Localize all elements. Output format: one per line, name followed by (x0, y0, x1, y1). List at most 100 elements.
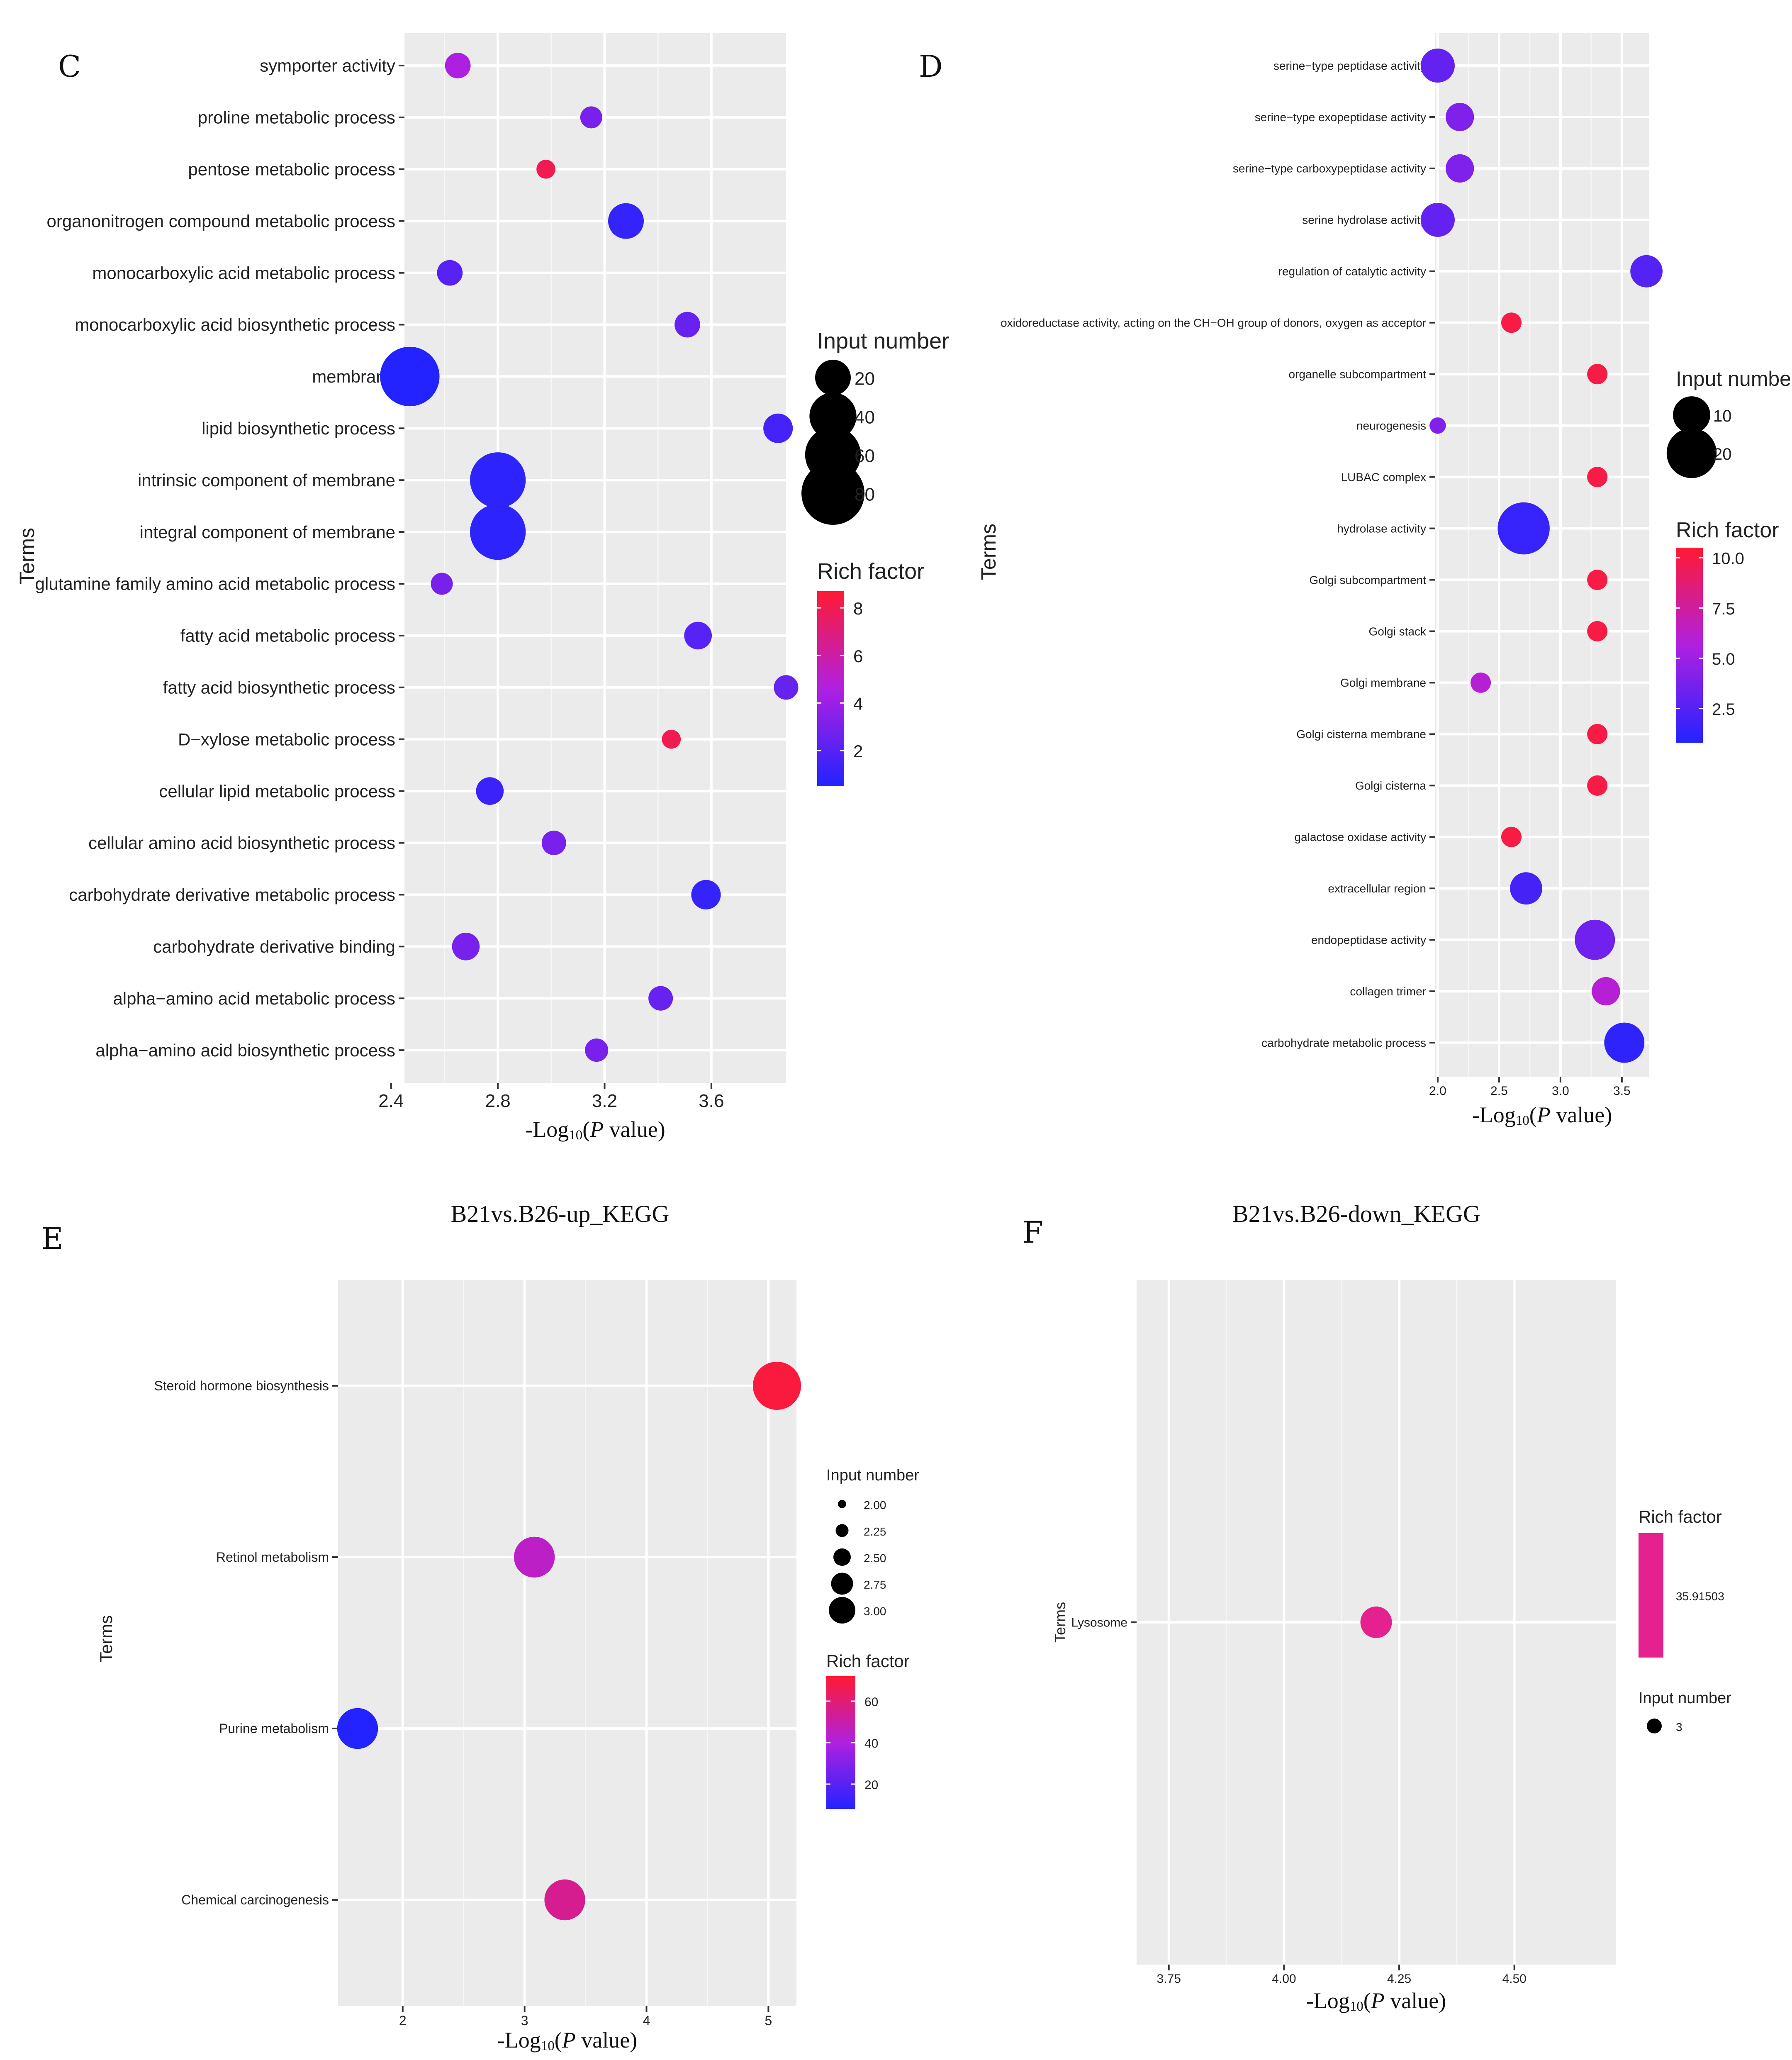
size-legend-title: Input number (1676, 367, 1792, 390)
colorbar-label: 35.91503 (1676, 1590, 1724, 1603)
term-label: oxidoreductase activity, acting on the C… (1001, 317, 1426, 329)
size-legend-label: 3.00 (864, 1605, 886, 1618)
data-point (1592, 977, 1620, 1006)
term-label: endopeptidase activity (1311, 934, 1426, 946)
term-label: lipid biosynthetic process (202, 419, 395, 438)
size-legend-key (809, 392, 857, 440)
term-label: regulation of catalytic activity (1278, 265, 1426, 278)
colorbar-label: 20 (864, 1778, 878, 1792)
colorbar (817, 591, 844, 786)
x-axis-title: -Log10(P value) (525, 1117, 665, 1143)
data-point (1420, 202, 1455, 237)
data-point (662, 729, 681, 749)
size-legend-label: 3 (1676, 1721, 1682, 1733)
size-legend-key (815, 360, 851, 395)
colorbar-label: 40 (864, 1737, 878, 1750)
data-point (431, 573, 453, 595)
term-label: Golgi cisterna membrane (1296, 728, 1426, 741)
data-point (1497, 502, 1550, 555)
term-label: extracellular region (1328, 882, 1426, 895)
x-tick-label: 4 (643, 2013, 650, 2028)
size-legend-label: 2.25 (864, 1525, 886, 1538)
term-label: collagen trimer (1350, 985, 1426, 998)
data-point (470, 504, 526, 560)
x-tick-label: 2.4 (378, 1091, 404, 1111)
size-legend-title: Input number (826, 1467, 919, 1484)
panel-letter-e: E (41, 1221, 63, 1256)
term-label: Steroid hormone biosynthesis (154, 1378, 329, 1393)
size-legend-label: 2.00 (864, 1499, 886, 1511)
data-point (1587, 467, 1608, 488)
size-legend-label: 80 (855, 485, 875, 505)
data-point (1420, 48, 1455, 83)
term-label: alpha−amino acid biosynthetic process (95, 1041, 395, 1060)
x-tick-label: 4.00 (1272, 1972, 1296, 1986)
size-legend-key (838, 1500, 846, 1508)
term-label: fatty acid metabolic process (180, 626, 395, 646)
x-tick-label: 4.50 (1502, 1972, 1526, 1986)
size-legend-label: 20 (1713, 445, 1732, 463)
data-point (1446, 154, 1474, 183)
size-legend-label: 60 (855, 446, 875, 466)
size-legend-key (1673, 396, 1710, 434)
data-point (585, 1039, 609, 1062)
data-point (1470, 672, 1491, 693)
panel-title-f: B21vs.B26-down_KEGG (1232, 1200, 1480, 1227)
color-legend-title: Rich factor (1639, 1507, 1722, 1526)
colorbar-label: 6 (853, 646, 863, 666)
colorbar-label: 5.0 (1712, 650, 1735, 668)
term-label: organonitrogen compound metabolic proces… (46, 211, 395, 231)
size-legend-key (831, 1572, 853, 1595)
term-label: Chemical carcinogenesis (181, 1892, 329, 1907)
plot-panel-c (404, 33, 786, 1083)
data-point (580, 106, 602, 129)
term-label: cellular amino acid biosynthetic process (88, 833, 395, 853)
term-label: integral component of membrane (140, 522, 395, 542)
x-tick-label: 3.75 (1157, 1972, 1181, 1986)
data-point (544, 1879, 585, 1921)
size-legend-key (1666, 428, 1717, 478)
term-label: Retinol metabolism (216, 1550, 329, 1565)
data-point (380, 346, 440, 407)
term-label: galactose oxidase activity (1294, 831, 1426, 844)
panel-letter-f: F (1023, 1215, 1043, 1250)
panel-letter-d: D (919, 49, 943, 84)
x-tick-label: 3.0 (1552, 1084, 1569, 1098)
charts-layer: symporter activity proline metabolic proc… (15, 33, 1792, 2053)
colorbar (1676, 548, 1703, 743)
size-legend-title: Input number (1639, 1689, 1731, 1707)
size-legend-key (801, 462, 864, 525)
x-tick-label: 2 (399, 2013, 407, 2028)
size-legend-label: 10 (1713, 407, 1732, 425)
term-label: Golgi subcompartment (1309, 573, 1426, 586)
term-label: carbohydrate derivative metabolic proces… (69, 885, 395, 904)
panel-title-e: B21vs.B26-up_KEGG (451, 1200, 670, 1227)
data-point (536, 160, 555, 179)
x-tick-label: 3.5 (1613, 1084, 1631, 1098)
data-point (1501, 826, 1522, 847)
term-label: monocarboxylic acid metabolic process (92, 263, 395, 283)
data-point (1587, 775, 1608, 796)
color-legend-title: Rich factor (1676, 518, 1779, 542)
data-point (1429, 417, 1446, 434)
term-label: Golgi stack (1369, 625, 1427, 638)
size-legend-label: 2.75 (864, 1578, 886, 1591)
colorbar-label: 8 (853, 599, 863, 618)
size-legend-key (1647, 1719, 1662, 1733)
colorbar-label: 10.0 (1712, 550, 1744, 568)
term-label: hydrolase activity (1337, 522, 1426, 535)
x-axis-title: -Log10(P value) (1306, 1988, 1446, 2014)
term-label: neurogenesis (1356, 419, 1426, 432)
size-legend-key (835, 1524, 849, 1537)
term-label: organelle subcompartment (1288, 368, 1426, 381)
x-tick-label: 2.8 (485, 1091, 511, 1111)
term-label: pentose metabolic process (188, 160, 395, 179)
colorbar-label: 2.5 (1712, 700, 1735, 719)
colorbar-label: 7.5 (1712, 600, 1735, 618)
term-label: alpha−amino acid metabolic process (113, 989, 395, 1008)
color-legend-title: Rich factor (826, 1651, 910, 1671)
data-point (452, 932, 480, 961)
term-label: Lysosome (1071, 1616, 1127, 1630)
data-point (476, 777, 504, 805)
